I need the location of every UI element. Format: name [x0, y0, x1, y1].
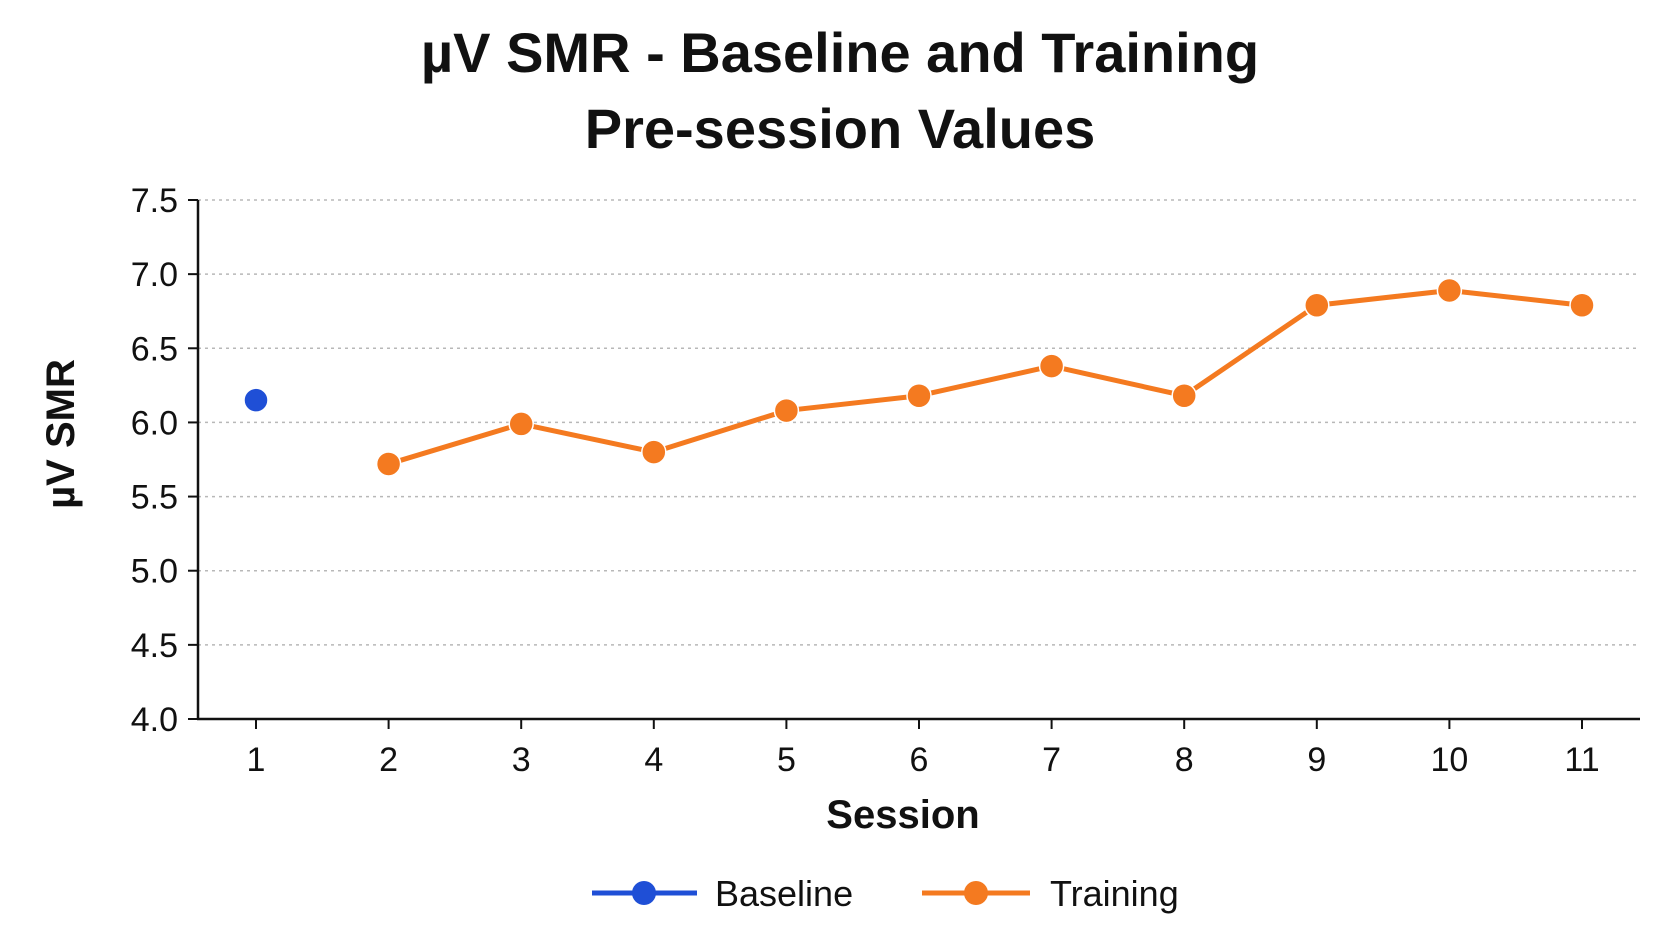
grid-lines: [198, 199, 1640, 646]
series-training: [375, 277, 1595, 477]
x-tick-label: 1: [247, 741, 266, 779]
y-tick-label: 7.5: [131, 182, 178, 220]
y-tick-label: 4.5: [131, 627, 178, 665]
data-point-training: [375, 451, 402, 477]
x-tick-label: 8: [1175, 741, 1194, 779]
y-tick-label: 5.5: [131, 479, 178, 517]
y-axis-title: µV SMR: [39, 359, 83, 509]
legend: Baseline Training: [592, 873, 1179, 914]
data-point-training: [641, 439, 667, 465]
data-point-training: [773, 397, 800, 424]
y-tick-label: 5.0: [131, 553, 178, 591]
legend-swatch-marker-baseline: [632, 881, 656, 905]
chart-title-line-2: Pre-session Values: [585, 97, 1096, 160]
data-point-training: [1304, 292, 1330, 319]
data-point-training: [1569, 292, 1595, 319]
data-point-baseline: [243, 387, 269, 413]
x-tick-label: 2: [379, 741, 398, 779]
legend-label-training: Training: [1050, 873, 1179, 914]
y-tick-label: 6.0: [131, 404, 178, 442]
series-baseline: [243, 387, 269, 413]
axes: [188, 199, 1640, 729]
legend-item-baseline: Baseline: [592, 873, 853, 914]
data-point-training: [1038, 353, 1065, 379]
legend-swatch-marker-training: [964, 881, 988, 905]
data-series: [243, 277, 1595, 477]
tick-labels: 4.0 4.5 5.0 5.5 6.0 6.5 7.0 7.5 1 2 3 4 5 6 7 8 9 10 11: [131, 182, 1600, 779]
data-point-training: [1436, 277, 1463, 304]
x-tick-label: 7: [1042, 741, 1061, 779]
data-point-training: [508, 411, 534, 437]
x-tick-label: 3: [512, 741, 531, 779]
series-line-training: [386, 287, 1585, 467]
x-tick-label: 11: [1564, 741, 1599, 779]
data-point-training: [906, 382, 932, 409]
x-tick-label: 5: [777, 741, 796, 779]
chart-title-line-1: µV SMR - Baseline and Training: [421, 21, 1259, 84]
y-tick-label: 6.5: [131, 330, 178, 368]
x-tick-label: 4: [644, 741, 663, 779]
legend-item-training: Training: [922, 873, 1179, 914]
y-tick-label: 7.0: [131, 256, 178, 294]
x-axis-title: Session: [826, 793, 979, 837]
y-tick-label: 4.0: [131, 701, 178, 739]
data-point-training: [1171, 382, 1197, 409]
legend-label-baseline: Baseline: [715, 873, 853, 914]
x-tick-label: 9: [1307, 741, 1326, 779]
x-tick-label: 6: [910, 741, 929, 779]
x-tick-label: 10: [1430, 741, 1468, 779]
